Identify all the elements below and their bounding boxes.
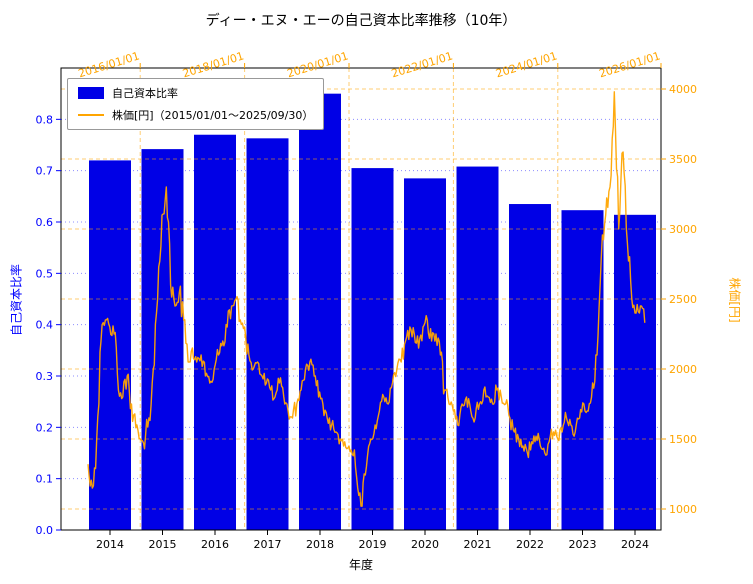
bar-2018 [299, 93, 341, 531]
legend-entry-stock-price: 株価[円]（2015/01/01～2025/09/30） [78, 107, 313, 123]
bar-2022 [509, 204, 551, 531]
right-tick-label: 3500 [669, 153, 697, 166]
legend-label: 自己資本比率 [112, 87, 178, 100]
left-tick-label: 0.2 [36, 421, 54, 434]
right-tick-label: 2000 [669, 363, 697, 376]
bottom-tick-label: 2014 [96, 538, 124, 551]
top-tick-label: 2018/01/01 [181, 49, 245, 80]
left-tick-label: 0.5 [36, 267, 54, 280]
legend-label: 株価[円]（2015/01/01～2025/09/30） [112, 109, 314, 122]
top-tick-label: 2020/01/01 [285, 49, 349, 80]
bar-2017 [246, 138, 289, 530]
left-tick-label: 0.6 [36, 216, 54, 229]
chart-title: ディー・エヌ・エーの自己資本比率推移（10年） [205, 13, 517, 29]
bottom-tick-label: 2021 [464, 538, 492, 551]
left-tick-label: 0.1 [36, 473, 54, 486]
left-tick-label: 0.8 [36, 113, 54, 126]
right-tick-label: 1500 [669, 433, 697, 446]
bar-2021 [456, 166, 499, 530]
stock-price-line [87, 91, 646, 507]
left-tick-label: 0.7 [36, 165, 54, 178]
bottom-tick-label: 2023 [569, 538, 597, 551]
legend-bar-swatch-icon [78, 87, 104, 99]
legend-line-swatch-icon [78, 113, 104, 117]
bar-2024 [614, 214, 656, 530]
bar-2020 [404, 178, 446, 530]
legend: 自己資本比率 株価[円]（2015/01/01～2025/09/30） [67, 78, 325, 130]
right-tick-label: 4000 [669, 83, 697, 96]
right-axis-title: 株価[円] [727, 277, 742, 323]
top-tick-label: 2026/01/01 [597, 49, 661, 80]
bar-2023 [561, 210, 604, 530]
left-tick-label: 0.4 [36, 319, 54, 332]
bottom-tick-label: 2017 [254, 538, 282, 551]
right-tick-label: 2500 [669, 293, 697, 306]
top-tick-label: 2022/01/01 [390, 49, 454, 80]
bottom-tick-label: 2024 [621, 538, 649, 551]
top-tick-label: 2024/01/01 [494, 49, 558, 80]
bar-2014 [89, 160, 131, 530]
right-tick-label: 3000 [669, 223, 697, 236]
bar-2019 [351, 168, 394, 530]
bottom-tick-label: 2022 [516, 538, 544, 551]
bottom-tick-label: 2016 [201, 538, 229, 551]
bottom-tick-label: 2019 [359, 538, 387, 551]
bottom-tick-label: 2018 [306, 538, 334, 551]
bar-2016 [194, 134, 236, 530]
legend-entry-equity-ratio: 自己資本比率 [78, 85, 313, 101]
x-axis-title: 年度 [348, 558, 373, 572]
bar-2015 [141, 149, 184, 530]
left-axis-title: 自己資本比率 [9, 263, 24, 337]
right-tick-label: 1000 [669, 503, 697, 516]
bottom-tick-label: 2015 [149, 538, 177, 551]
bottom-tick-label: 2020 [411, 538, 439, 551]
left-tick-label: 0.0 [36, 524, 54, 537]
left-tick-label: 0.3 [36, 370, 54, 383]
top-tick-label: 2016/01/01 [77, 49, 141, 80]
